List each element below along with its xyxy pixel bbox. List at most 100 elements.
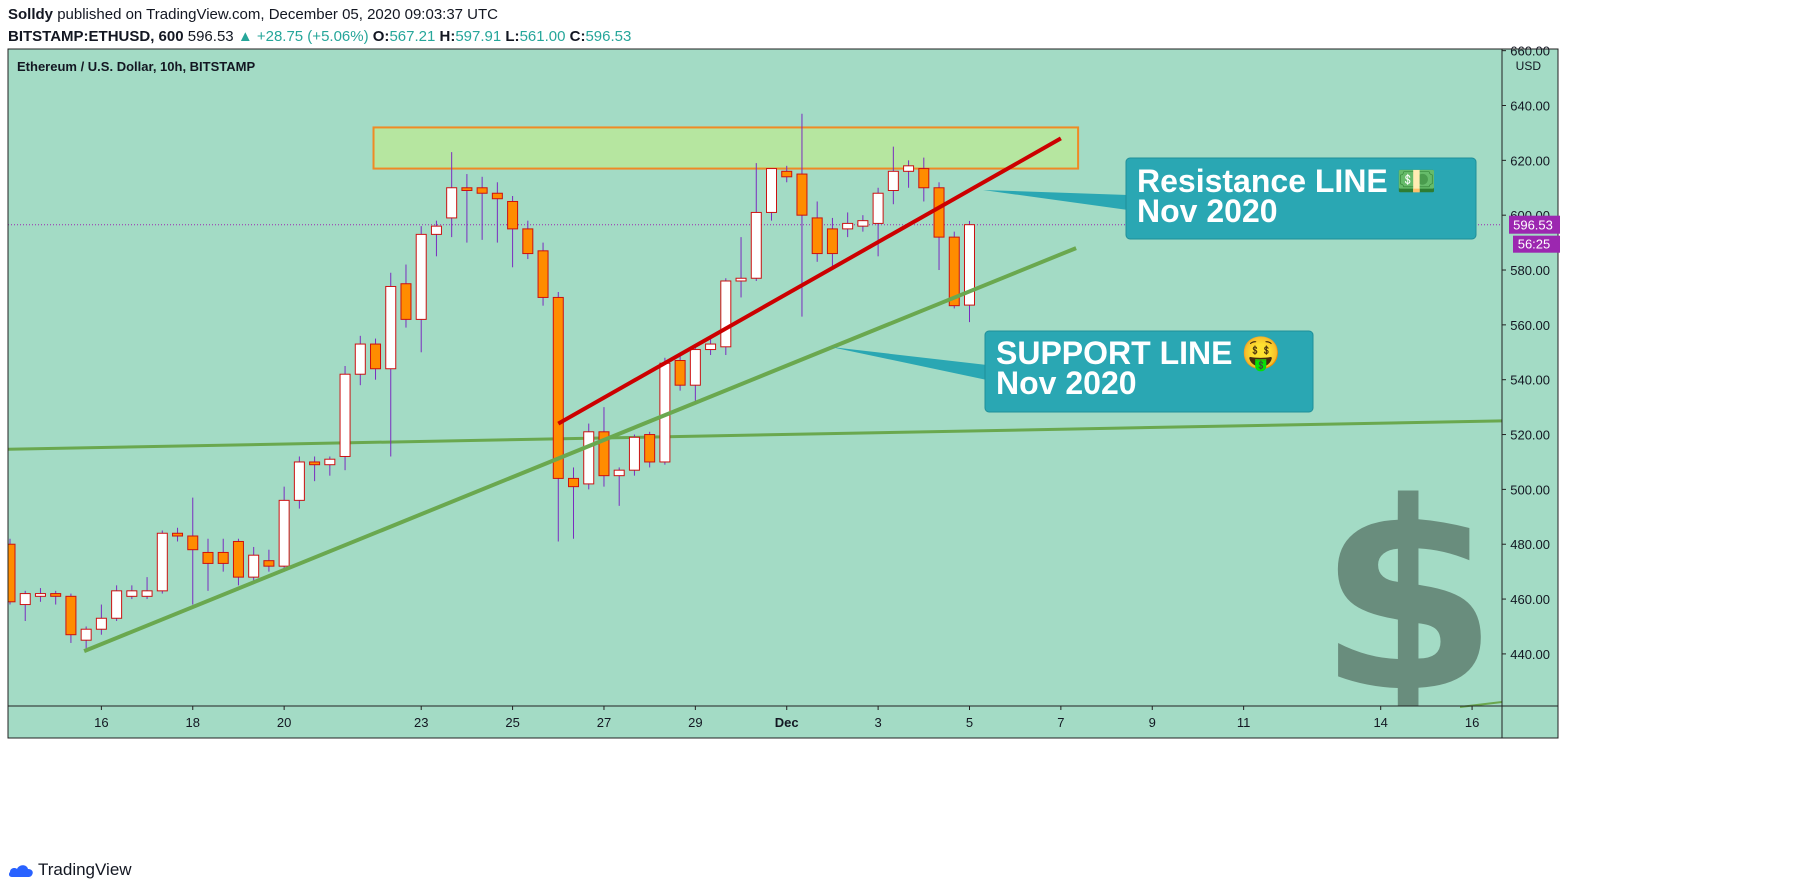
y-tick-label: 460.00 xyxy=(1510,592,1550,607)
candle-body xyxy=(568,477,580,488)
candle-body xyxy=(781,170,793,178)
y-tick-label: 580.00 xyxy=(1510,263,1550,278)
support-callout-box xyxy=(984,330,1314,413)
open-label: O: xyxy=(372,28,390,45)
open-value: 567.21 xyxy=(389,28,436,45)
y-tick-label: 560.00 xyxy=(1510,318,1550,333)
candle xyxy=(522,220,534,260)
resistance-trendline xyxy=(557,136,1062,426)
candle xyxy=(217,538,229,572)
candle-body xyxy=(8,543,16,603)
y-tick-label: 500.00 xyxy=(1510,482,1550,497)
candle xyxy=(613,467,625,506)
candle-body xyxy=(232,540,244,578)
candle xyxy=(918,157,930,202)
candle xyxy=(385,272,397,457)
candle xyxy=(628,434,640,476)
publisher-name[interactable]: Solldy xyxy=(8,6,54,23)
y-tick-label: 520.00 xyxy=(1510,428,1550,443)
candle xyxy=(354,335,366,386)
tradingview-footer[interactable]: TradingView xyxy=(8,860,132,880)
x-tick-label: 14 xyxy=(1373,715,1387,730)
published-text: published on TradingView.com, December 0… xyxy=(57,6,499,23)
candle-body xyxy=(613,469,625,477)
chart-title: Ethereum / U.S. Dollar, 10h, BITSTAMP xyxy=(17,59,255,74)
candle-body xyxy=(80,628,92,641)
x-tick-label: 23 xyxy=(414,715,428,730)
candle xyxy=(65,593,77,643)
candle-body xyxy=(857,220,869,227)
y-tick-label: 660.00 xyxy=(1510,44,1550,59)
last-price-text: 596.53 xyxy=(187,28,234,45)
close-value: 596.53 xyxy=(585,28,632,45)
candle-body xyxy=(887,170,899,192)
candle-body xyxy=(644,434,656,463)
candle-body xyxy=(598,431,610,477)
y-tick-label: 480.00 xyxy=(1510,537,1550,552)
candle xyxy=(263,549,275,572)
candle xyxy=(659,357,671,465)
y-tick-label: 440.00 xyxy=(1510,647,1550,662)
candle-body xyxy=(385,285,397,370)
candle xyxy=(156,530,168,594)
candle-body xyxy=(918,168,930,189)
x-tick-label: 16 xyxy=(94,715,108,730)
candle xyxy=(50,590,62,605)
x-tick-label: 29 xyxy=(688,715,702,730)
support-trendline xyxy=(83,246,1077,654)
low-label: L: xyxy=(505,28,520,45)
candle xyxy=(842,212,854,238)
candle xyxy=(370,338,382,380)
candle-body xyxy=(400,283,412,320)
ohlc-legend: BITSTAMP:ETHUSD, 600 596.53 ▲ +28.75 (+5… xyxy=(8,27,631,46)
candle xyxy=(126,585,138,600)
candle-body xyxy=(811,217,823,255)
close-label: C: xyxy=(569,28,586,45)
candle xyxy=(507,195,519,268)
candle-body xyxy=(948,236,960,307)
candle xyxy=(187,497,199,605)
candle-body xyxy=(309,461,321,466)
x-tick-label: 27 xyxy=(597,715,611,730)
candle-body xyxy=(491,192,503,200)
candle-body xyxy=(963,224,975,306)
candle-body xyxy=(95,617,107,630)
candle-body xyxy=(19,593,31,606)
candle xyxy=(476,176,488,240)
candle xyxy=(324,456,336,476)
candle-body xyxy=(446,187,458,219)
x-tick-label: 18 xyxy=(186,715,200,730)
last-price-tag xyxy=(1509,215,1560,234)
candle-body xyxy=(263,560,275,567)
candle-body xyxy=(430,225,442,235)
high-label: H: xyxy=(439,28,456,45)
candle-body xyxy=(796,173,808,216)
candle xyxy=(568,467,580,539)
high-value: 597.91 xyxy=(455,28,502,45)
resistance-callout-box xyxy=(1125,157,1477,240)
candle-body xyxy=(507,200,519,230)
candle-body xyxy=(872,192,884,224)
countdown-tag-label: 56:25 xyxy=(1518,237,1551,252)
candle-body xyxy=(750,211,762,279)
candle-body xyxy=(537,250,549,298)
resistance-zone xyxy=(372,126,1080,170)
x-tick-label: 5 xyxy=(966,715,973,730)
change-text: +28.75 (+5.06%) xyxy=(256,28,369,45)
tradingview-brand: TradingView xyxy=(38,860,132,879)
candle-body xyxy=(156,532,168,592)
candle xyxy=(720,278,732,356)
candle-body xyxy=(705,343,717,351)
candle-body xyxy=(339,373,351,457)
x-tick-label: 25 xyxy=(505,715,519,730)
candle-body xyxy=(674,360,686,386)
candle xyxy=(19,590,31,621)
support-callout-pointer xyxy=(831,347,987,380)
candle-body xyxy=(65,595,77,636)
candle xyxy=(446,152,458,238)
low-value: 561.00 xyxy=(519,28,566,45)
candle-body xyxy=(293,461,305,501)
x-tick-label: 3 xyxy=(874,715,881,730)
